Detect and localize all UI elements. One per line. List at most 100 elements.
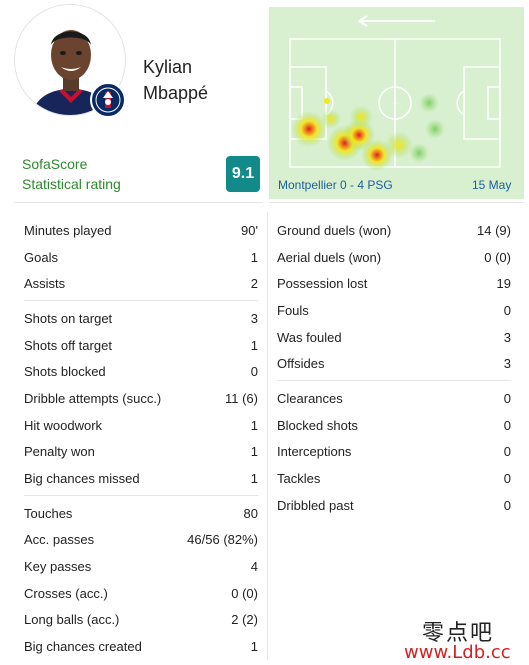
rating-brand: SofaScore <box>22 156 88 172</box>
stat-value: 1 <box>250 337 258 353</box>
stat-value: 90' <box>241 222 258 238</box>
player-avatar <box>14 4 126 116</box>
stat-value: 80 <box>243 505 258 521</box>
stats-group: Touches 80 Acc. passes 46/56 (82%) Key pas… <box>24 500 258 663</box>
stat-label: Acc. passes <box>24 532 95 548</box>
stat-label: Clearances <box>277 390 343 406</box>
stat-row: Goals 1 <box>24 244 258 271</box>
stat-value: 1 <box>250 417 258 433</box>
stat-value: 0 (0) <box>231 585 258 601</box>
stat-row: Blocked shots 0 <box>277 412 511 439</box>
match-label[interactable]: Montpellier 0 - 4 PSG <box>278 178 393 192</box>
stat-label: Penalty won <box>24 444 95 460</box>
player-name: Kylian Mbappé <box>143 54 208 106</box>
stat-label: Blocked shots <box>277 417 358 433</box>
stat-row: Aerial duels (won) 0 (0) <box>277 244 511 271</box>
stat-row: Acc. passes 46/56 (82%) <box>24 527 258 554</box>
stats-left-column: Minutes played 90' Goals 1 Assists 2 Shots … <box>24 217 258 665</box>
stat-value: 1 <box>250 249 258 265</box>
stat-value: 0 <box>503 444 511 460</box>
watermark: 零点吧 www.Ldb.cc <box>400 615 525 663</box>
stat-row: Hit woodwork 1 <box>24 412 258 439</box>
stat-value: 0 <box>503 471 511 487</box>
stat-row: Assists 2 <box>24 270 258 297</box>
stat-row: Shots off target 1 <box>24 332 258 359</box>
stats-group: Ground duels (won) 14 (9) Aerial duels (w… <box>277 217 511 382</box>
stat-label: Touches <box>24 505 73 521</box>
stat-value: 3 <box>503 356 511 372</box>
stat-value: 46/56 (82%) <box>187 532 258 548</box>
stat-label: Shots on target <box>24 310 113 326</box>
divider <box>14 202 263 203</box>
player-photo-icon <box>15 5 125 115</box>
stats-group: Clearances 0 Blocked shots 0 Interceptions… <box>277 385 511 521</box>
stat-value: 0 <box>503 390 511 406</box>
stat-row: Big chances missed 1 <box>24 465 258 492</box>
stat-label: Crosses (acc.) <box>24 585 108 601</box>
stat-value: 3 <box>250 310 258 326</box>
stat-row: Tackles 0 <box>277 465 511 492</box>
stat-label: Aerial duels (won) <box>277 249 382 265</box>
stat-row: Crosses (acc.) 0 (0) <box>24 580 258 607</box>
stat-label: Goals <box>24 249 58 265</box>
stat-value: 1 <box>250 471 258 487</box>
watermark-url: www.Ldb.cc <box>404 642 511 663</box>
stat-row: Shots on target 3 <box>24 305 258 332</box>
stat-row: Shots blocked 0 <box>24 358 258 385</box>
stat-row: Possession lost 19 <box>277 270 511 297</box>
stat-row: Key passes 4 <box>24 553 258 580</box>
stat-label: Shots blocked <box>24 364 106 380</box>
column-separator <box>267 212 268 660</box>
stat-row: Clearances 0 <box>277 385 511 412</box>
stat-value: 0 <box>250 364 258 380</box>
stat-label: Offsides <box>277 356 325 372</box>
stat-value: 19 <box>496 276 511 292</box>
player-last-name: Mbappé <box>143 83 209 103</box>
stat-label: Shots off target <box>24 337 112 353</box>
watermark-chinese: 零点吧 <box>422 621 495 646</box>
stat-row: Long balls (acc.) 2 (2) <box>24 607 258 634</box>
player-first-name: Kylian <box>143 57 193 77</box>
stat-value: 3 <box>503 329 511 345</box>
stat-row: Was fouled 3 <box>277 324 511 351</box>
stat-label: Assists <box>24 276 66 292</box>
stat-label: Dribbled past <box>277 497 354 513</box>
stat-label: Long balls (acc.) <box>24 612 120 628</box>
stat-row: Interceptions 0 <box>277 439 511 466</box>
stats-right-column: Ground duels (won) 14 (9) Aerial duels (w… <box>277 217 511 526</box>
stat-value: 11 (6) <box>225 390 258 406</box>
psg-badge-icon <box>90 82 126 118</box>
stat-value: 0 <box>503 302 511 318</box>
stat-label: Big chances created <box>24 639 142 655</box>
stat-value: 2 (2) <box>231 612 258 628</box>
match-date: 15 May <box>472 178 512 192</box>
stat-row: Dribble attempts (succ.) 11 (6) <box>24 385 258 412</box>
rating-title: SofaScore Statistical rating <box>22 154 121 194</box>
stat-row: Minutes played 90' <box>24 217 258 244</box>
stat-label: Big chances missed <box>24 471 140 487</box>
stat-row: Penalty won 1 <box>24 439 258 466</box>
stat-label: Possession lost <box>277 276 368 292</box>
stat-label: Dribble attempts (succ.) <box>24 390 162 406</box>
rating-label: Statistical rating <box>22 176 121 192</box>
stat-value: 0 (0) <box>484 249 511 265</box>
stat-value: 0 <box>503 417 511 433</box>
stat-row: Ground duels (won) 14 (9) <box>277 217 511 244</box>
heatmap-pitch <box>289 15 501 171</box>
stat-label: Was fouled <box>277 329 342 345</box>
heatmap[interactable] <box>269 7 524 199</box>
stat-row: Offsides 3 <box>277 350 511 377</box>
stats-group: Shots on target 3 Shots off target 1 Shots… <box>24 305 258 496</box>
stat-value: 0 <box>503 497 511 513</box>
divider <box>269 202 524 203</box>
stat-value: 2 <box>250 276 258 292</box>
stat-row: Touches 80 <box>24 500 258 527</box>
stat-label: Fouls <box>277 302 309 318</box>
stat-label: Interceptions <box>277 444 352 460</box>
stat-row: Big chances created 1 <box>24 633 258 660</box>
stat-label: Tackles <box>277 471 321 487</box>
stat-row: Dribbled past 0 <box>277 492 511 519</box>
stat-label: Hit woodwork <box>24 417 103 433</box>
stat-value: 4 <box>250 559 258 575</box>
stat-label: Ground duels (won) <box>277 222 392 238</box>
